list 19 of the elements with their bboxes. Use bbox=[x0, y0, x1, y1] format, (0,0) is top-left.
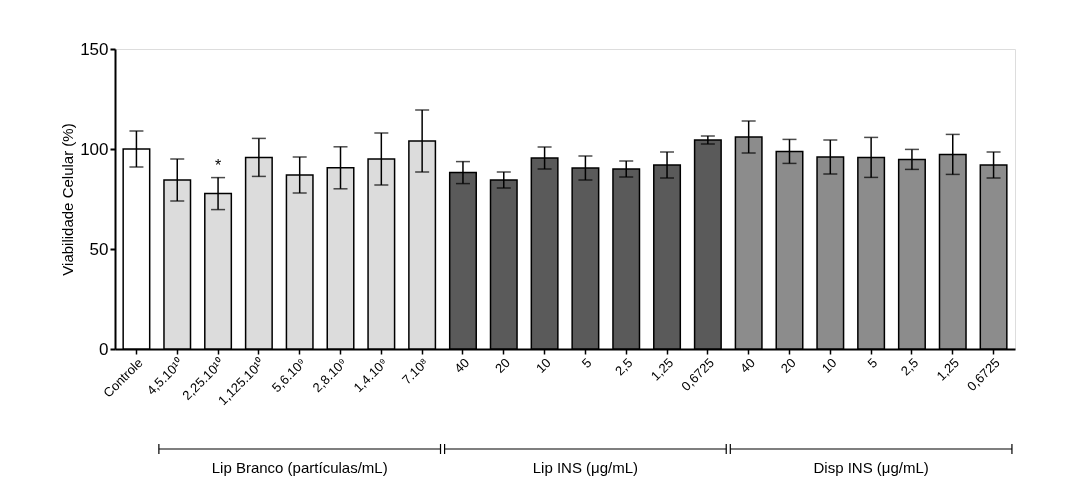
x-tick-label: 20 bbox=[492, 355, 513, 376]
x-tick-label: 10 bbox=[532, 355, 554, 376]
text: Disp INS (μg/mL) bbox=[813, 459, 929, 476]
x-tick-label: 2,5 bbox=[897, 355, 922, 379]
x-tick-label: 40 bbox=[451, 355, 473, 376]
x-tick-label: 2,5 bbox=[612, 355, 636, 379]
y-tick-label: 150 bbox=[80, 39, 109, 59]
x-tick-label: 10 bbox=[818, 355, 840, 376]
annotation: * bbox=[214, 156, 222, 174]
x-tick-label: 5 bbox=[578, 355, 595, 371]
x-tick-label: 40 bbox=[737, 355, 758, 376]
y-tick-label: 0 bbox=[99, 339, 109, 359]
y-axis-title: Viabilidade Celular (%) bbox=[59, 123, 77, 276]
text: Lip Branco (partículas/mL) bbox=[211, 459, 388, 476]
y-tick-label: 50 bbox=[89, 239, 109, 259]
x-tick-label: 5 bbox=[864, 355, 881, 371]
x-tick-label: 20 bbox=[777, 355, 799, 376]
y-tick-label: 100 bbox=[80, 139, 109, 159]
text: Lip INS (μg/mL) bbox=[532, 459, 639, 476]
